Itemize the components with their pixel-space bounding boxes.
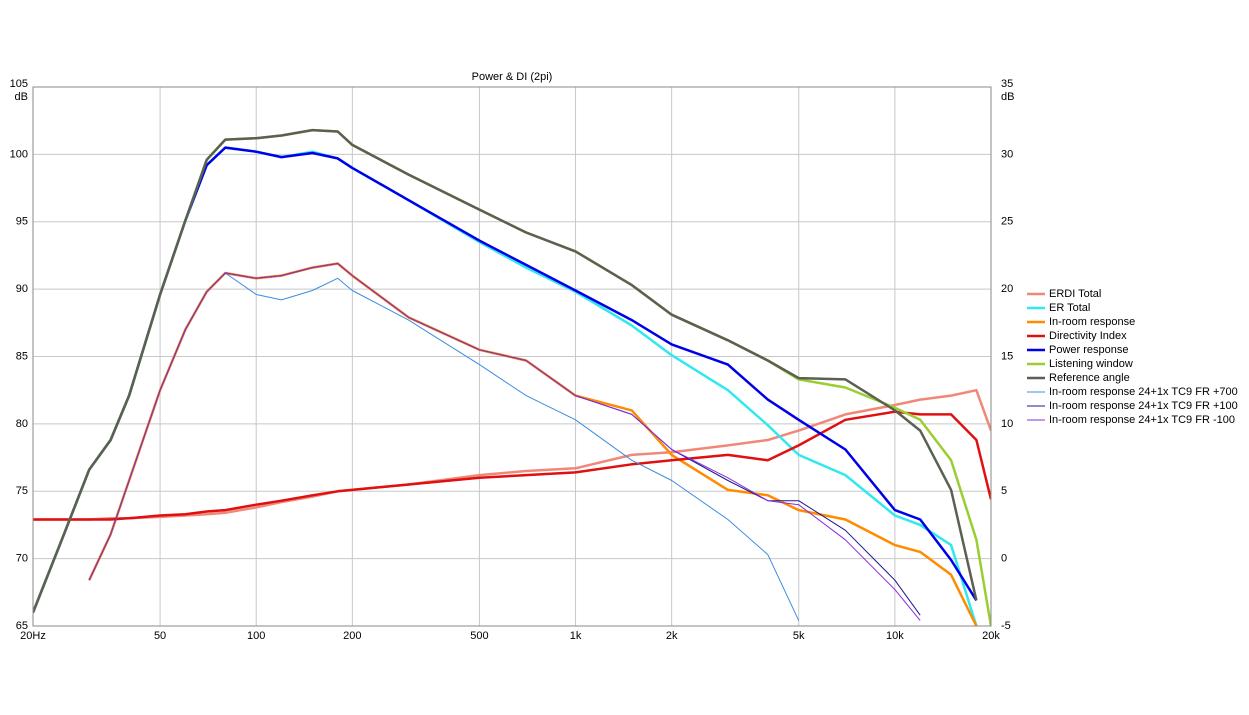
x-tick-label: 50: [154, 630, 166, 642]
x-tick-label: 20k: [982, 630, 1000, 642]
x-tick-label: 100: [247, 630, 265, 642]
y-tick-label: 105: [10, 78, 28, 90]
y-tick-label: 85: [16, 350, 28, 362]
y-tick-label: 100: [10, 148, 28, 160]
legend-label: Listening window: [1049, 358, 1133, 370]
legend-label: In-room response 24+1x TC9 FR +100: [1049, 400, 1238, 412]
y2-tick-label: 25: [1001, 216, 1013, 228]
y2-tick-label: 30: [1001, 148, 1013, 160]
legend-label: In-room response 24+1x TC9 FR -100: [1049, 414, 1235, 426]
x-tick-label: 10k: [886, 630, 904, 642]
x-tick-label: 20Hz: [20, 630, 46, 642]
x-tick-label: 2k: [666, 630, 678, 642]
y-tick-label: 75: [16, 485, 28, 497]
x-tick-label: 1k: [570, 630, 582, 642]
series-line: [33, 410, 991, 521]
y-tick-label: 70: [16, 553, 28, 565]
y-tick-label: 95: [16, 216, 28, 228]
y-tick-label: 90: [16, 283, 28, 295]
y-tick-label: 80: [16, 418, 28, 430]
y2-tick-label: 0: [1001, 553, 1007, 565]
x-tick-label: 500: [470, 630, 488, 642]
legend-label: Directivity Index: [1049, 330, 1127, 342]
legend-label: In-room response 24+1x TC9 FR +700: [1049, 386, 1238, 398]
series-line: [33, 128, 978, 613]
x-tick-label: 5k: [793, 630, 805, 642]
legend-label: ER Total: [1049, 302, 1090, 314]
y2-tick-label: 5: [1001, 485, 1007, 497]
y2-tick-label: 15: [1001, 350, 1013, 362]
y2-unit: dB: [1001, 91, 1014, 103]
y2-tick-label: 10: [1001, 418, 1013, 430]
y2-tick-label: 35: [1001, 78, 1013, 90]
chart-title: Power & DI (2pi): [472, 71, 553, 83]
legend-label: Reference angle: [1049, 372, 1130, 384]
x-tick-label: 200: [343, 630, 361, 642]
y-tick-label: 65: [16, 620, 28, 632]
y2-tick-label: -5: [1001, 620, 1011, 632]
legend-label: In-room response: [1049, 316, 1135, 328]
legend-label: ERDI Total: [1049, 288, 1101, 300]
y2-tick-label: 20: [1001, 283, 1013, 295]
legend-label: Power response: [1049, 344, 1129, 356]
series-line: [88, 263, 921, 621]
y-unit: dB: [15, 91, 28, 103]
plot-frame: [32, 86, 992, 627]
